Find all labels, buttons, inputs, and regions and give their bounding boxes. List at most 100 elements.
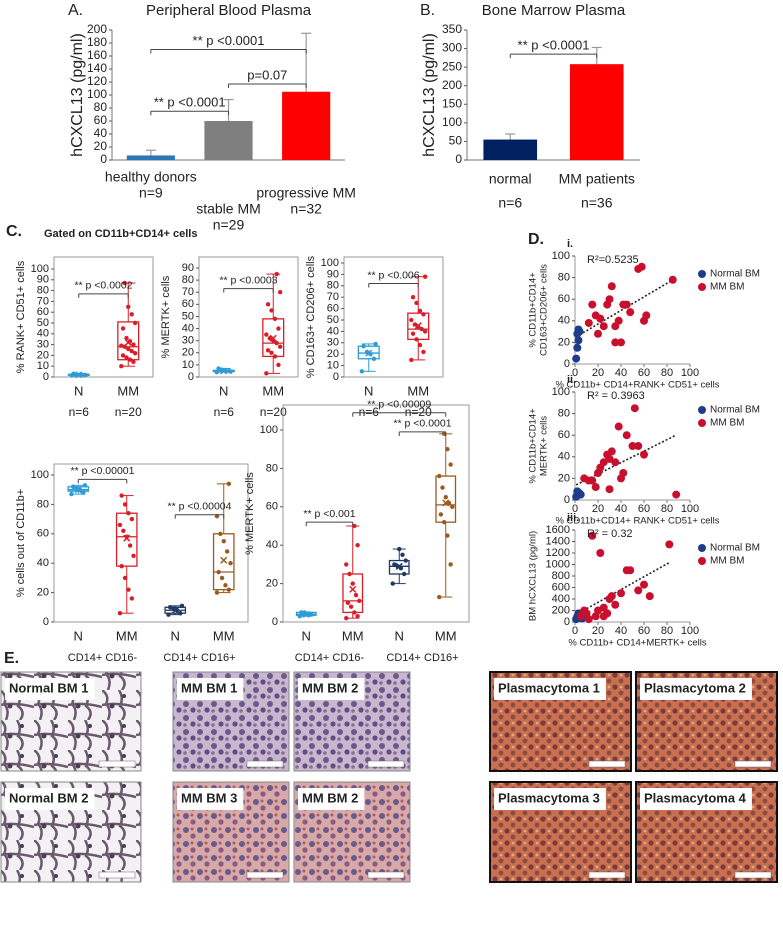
y-tick-label: 60 [94,113,108,127]
y-axis-label: % MERTK+ cells [160,275,172,358]
x-tick-label: 20 [592,503,604,515]
data-point [357,598,362,604]
y-tick-label: 100 [87,87,107,101]
x-axis-label: % CD11b+ CD14+RANK+ CD51+ cells [555,380,719,391]
data-point [422,274,428,279]
y-tick-label: 40 [182,322,194,334]
group-label: CD14+ CD16+ [386,652,458,664]
data-point [630,404,639,413]
y-tick-label: 1200 [546,547,570,559]
data-point [129,596,135,601]
label-background [494,788,606,810]
y-tick-label: 100 [442,115,462,129]
data-point [410,331,416,336]
y-tick-label: 90 [327,268,339,280]
y-tick-label: 60 [37,528,49,540]
bar [569,64,624,160]
label-background [5,678,95,700]
label-background [298,788,365,810]
y-tick-label: 0 [564,616,570,628]
data-point [131,342,136,347]
data-point [437,594,442,600]
y-tick-label: 100 [552,386,570,398]
image-label: Plasmacytoma 4 [644,790,747,805]
y-axis-label: BM hCXCL13 (pg/ml) [528,531,539,621]
data-point [574,336,583,345]
group-label: CD14+ CD16- [295,652,365,664]
data-point [265,348,271,353]
y-tick-label: 300 [442,41,462,55]
data-point [599,603,608,612]
mean-marker [302,610,310,618]
x-axis-label: % CD11b+CD14+ RANK+ CD51+ cells [555,516,719,527]
mean-marker [220,556,228,564]
data-point [216,569,221,575]
data-point [355,614,360,619]
data-point [599,612,608,621]
y-tick-label: 0 [455,152,462,166]
data-point [450,504,455,509]
data-point [448,562,453,567]
y-axis-label: % MERTK+ cells [244,472,256,555]
sub-panel-label: i. [567,238,573,250]
image-label: Normal BM 2 [9,790,88,805]
data-point [591,483,600,492]
legend-label: Normal BM [710,269,760,280]
data-point [392,562,397,567]
data-point [224,549,230,554]
p-value-label: ** p <0.001 [303,508,355,520]
data-point [228,369,233,374]
data-point [409,357,414,363]
data-point [276,362,281,368]
x-tick-label: 80 [661,503,673,515]
data-point [584,615,593,624]
data-point [344,615,349,621]
data-point [129,312,134,317]
y-tick-label: 50 [182,310,194,322]
image-label: Normal BM 1 [9,680,88,695]
data-point [611,600,620,609]
data-point [448,462,453,467]
y-tick-label: 100 [31,263,49,275]
y-tick-label: 50 [449,134,463,148]
data-point [269,350,274,355]
data-point [417,308,423,314]
data-point [274,340,279,346]
p-value-label: p=0.07 [247,67,287,82]
data-point [122,502,128,507]
data-point [596,314,605,323]
data-point [576,490,585,499]
image-label: MM BM 3 [181,790,237,805]
data-point [82,483,88,488]
data-point [355,543,360,548]
y-tick-label: 80 [37,498,49,510]
y-tick-label: 600 [552,581,570,593]
legend-marker [698,419,706,427]
y-tick-label: 80 [327,280,339,292]
group-label: CD14+ CD16- [68,652,138,664]
data-point [221,538,226,544]
x-tick-label: MM [342,628,364,643]
y-tick-label: 200 [552,604,570,616]
data-point [397,546,402,552]
scale-bar [734,760,772,768]
data-point [414,300,419,306]
image-label: Plasmacytoma 3 [498,790,600,805]
data-point [417,342,423,348]
image-label: MM BM 2 [302,680,358,695]
x-tick-label: MM [116,628,138,643]
data-point [167,605,173,610]
data-point [70,484,76,489]
box [388,559,410,575]
y-tick-label: 50 [37,317,49,329]
y-tick-label: 40 [37,557,49,569]
scale-bar [98,760,136,768]
panel-label: A. [68,2,83,19]
data-point [596,549,605,557]
y-axis-label: % cells out of CD11b+ [15,489,27,597]
y-tick-label: 1400 [546,535,570,547]
sample-size-label: n=6 [359,405,380,419]
panel-label: B. [420,2,435,19]
y-tick-label: 40 [327,325,339,337]
y-tick-label: 60 [182,298,194,310]
